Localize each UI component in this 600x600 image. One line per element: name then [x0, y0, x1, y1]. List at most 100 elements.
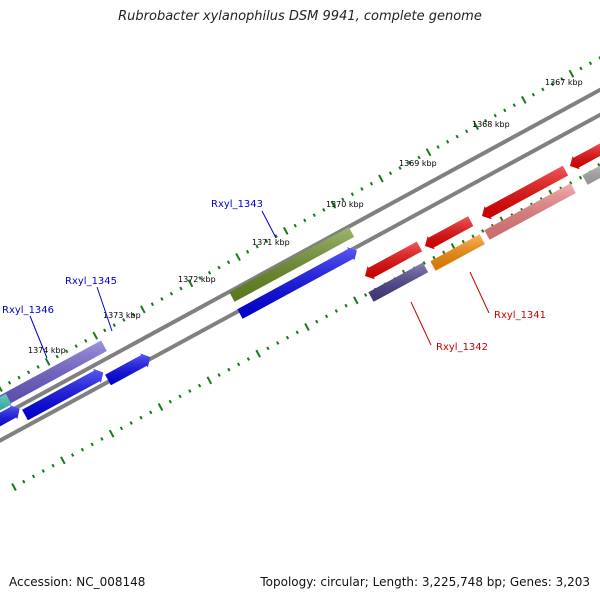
outer-tick-mark [207, 270, 212, 275]
outer-tick-mark [55, 354, 59, 359]
inner-tick-mark [276, 341, 280, 345]
inner-tick-mark [255, 349, 261, 358]
inner-tick-mark [315, 319, 319, 324]
gene-reverse-shade [482, 165, 569, 220]
inner-tick-mark [22, 479, 26, 484]
gene-grey-shade [582, 165, 600, 185]
gene-label: Rxyl_1341 [494, 310, 546, 321]
gene-reverse-shade [425, 216, 474, 250]
outer-tick-mark [330, 200, 337, 209]
outer-tick-mark [521, 95, 527, 104]
inner-tick-mark [227, 367, 231, 372]
outer-tick-mark [473, 122, 479, 131]
inner-tick-mark [295, 330, 299, 335]
outer-tick-mark [84, 338, 88, 343]
outer-tick-mark [531, 92, 535, 97]
outer-tick-mark [560, 77, 564, 81]
gene-label-leader [410, 301, 432, 346]
outer-tick-mark [65, 349, 69, 354]
outer-tick-mark [265, 239, 269, 244]
outer-tick-mark [303, 218, 307, 223]
inner-tick-mark [31, 474, 36, 479]
outer-tick-mark [179, 286, 183, 291]
gene-label-leader [96, 286, 113, 332]
outer-tick-mark [255, 244, 259, 249]
inner-tick-mark [578, 175, 583, 180]
gene-rxyl-1342 [368, 262, 429, 302]
outer-tick-mark [245, 249, 250, 254]
inner-tick-mark [597, 163, 600, 170]
gene-label: Rxyl_1343 [211, 199, 263, 210]
inner-tick-mark [471, 234, 475, 239]
inner-tick-mark [178, 394, 182, 399]
outer-tick-mark [198, 276, 202, 280]
gene-forward [0, 405, 20, 427]
gene-forward [105, 353, 151, 386]
gene-rxyl-1341 [430, 234, 485, 271]
inner-tick-mark [246, 357, 251, 361]
inner-tick-mark [90, 442, 94, 447]
inner-tick-mark [481, 229, 485, 233]
kbp-tick-label: 1374 kbp [28, 346, 66, 355]
topology-text: Topology: circular; Length: 3,225,748 bp… [260, 575, 590, 589]
outer-tick-mark [187, 279, 194, 288]
outer-tick-mark [226, 260, 231, 265]
kbp-tick-label: 1368 kbp [472, 120, 510, 129]
outer-tick-mark [369, 181, 374, 186]
map-title: Rubrobacter xylanophilus DSM 9941, compl… [118, 9, 482, 24]
backbone-outer-line [0, 87, 600, 419]
inner-tick-mark [236, 362, 241, 367]
outer-tick-mark [541, 87, 545, 92]
inner-tick-mark [363, 293, 368, 297]
gene-label: Rxyl_1342 [436, 342, 488, 353]
kbp-tick-label: 1370 kbp [326, 200, 364, 209]
outer-tick-mark [398, 166, 402, 170]
outer-tick-mark [140, 305, 146, 314]
outer-tick-mark [550, 82, 555, 87]
outer-tick-mark [131, 312, 135, 317]
accession-text: Accession: NC_008148 [9, 575, 146, 589]
outer-tick-mark [0, 385, 3, 392]
inner-tick-mark [139, 415, 143, 420]
outer-tick-mark [169, 291, 174, 296]
outer-tick-mark [282, 226, 289, 235]
outer-tick-mark [160, 297, 164, 301]
outer-tick-mark [425, 148, 432, 157]
gene-label: Rxyl_1345 [65, 276, 117, 287]
gene-label-leader [469, 271, 490, 314]
outer-tick-mark [579, 66, 583, 71]
inner-tick-mark [11, 483, 17, 491]
kbp-tick-label: 1372 kbp [178, 275, 216, 284]
outer-tick-mark [217, 265, 221, 270]
outer-tick-mark [455, 134, 459, 139]
inner-tick-mark [51, 463, 55, 468]
outer-tick-mark [92, 331, 99, 340]
gene-label: Rxyl_1346 [2, 305, 54, 316]
outer-tick-mark [235, 253, 241, 262]
inner-tick-mark [353, 296, 359, 305]
gene-reverse [570, 143, 600, 170]
inner-tick-mark [100, 437, 104, 441]
gene-label-leader [29, 315, 48, 359]
inner-tick-mark [119, 426, 124, 431]
gene-rxyl-1343 [229, 227, 355, 302]
outer-tick-mark [503, 108, 507, 113]
inner-tick-mark [188, 389, 192, 393]
inner-tick-mark [41, 469, 45, 473]
gene-forward [22, 368, 104, 421]
inner-tick-mark [304, 323, 310, 331]
outer-tick-mark [74, 344, 78, 348]
outer-tick-mark [274, 234, 278, 238]
inner-tick-mark [285, 335, 290, 340]
outer-tick-mark [388, 171, 393, 176]
inner-tick-mark [432, 255, 436, 260]
outer-tick-mark [588, 61, 593, 66]
outer-tick-mark [512, 103, 516, 108]
outer-tick-mark [378, 174, 384, 183]
outer-tick-mark [445, 139, 450, 144]
inner-tick-mark [70, 453, 75, 457]
gene-forward-shade [237, 247, 357, 319]
gene-track [0, 143, 600, 427]
